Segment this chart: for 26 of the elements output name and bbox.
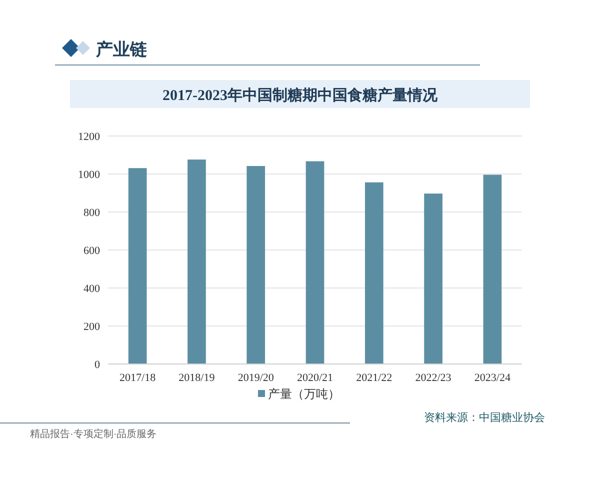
text: 产业链	[95, 40, 148, 59]
bar	[424, 194, 442, 364]
x-tick-label: 2018/19	[178, 372, 216, 384]
y-tick-label: 400	[84, 283, 100, 295]
text: 资料来源：中国糖业协会	[424, 411, 545, 424]
y-tick-label: 200	[84, 321, 100, 333]
bar	[188, 160, 206, 364]
bar	[364, 182, 384, 364]
text: 精品报告·专项定制·品质服务	[30, 428, 157, 440]
bar	[483, 174, 502, 364]
legend-label: 产量（万吨）	[268, 387, 340, 401]
y-tick-label: 600	[84, 245, 100, 257]
x-tick-label: 2017/18	[120, 372, 156, 384]
x-tick-label: 2022/23	[415, 372, 452, 384]
bar	[128, 168, 147, 364]
y-tick-label: 0	[94, 359, 100, 371]
y-tick-label: 800	[84, 207, 100, 219]
x-tick-label: 2021/22	[356, 372, 392, 384]
bar	[306, 161, 324, 364]
y-tick-label: 1200	[78, 131, 100, 143]
x-tick-label: 2019/20	[238, 372, 274, 384]
chart-title: 2017-2023年中国制糖期中国食糖产量情况	[162, 87, 438, 104]
x-tick-label: 2020/21	[296, 372, 334, 384]
bar	[246, 166, 266, 364]
y-tick-label: 1000	[78, 169, 100, 181]
x-tick-label: 2023/24	[474, 372, 511, 384]
